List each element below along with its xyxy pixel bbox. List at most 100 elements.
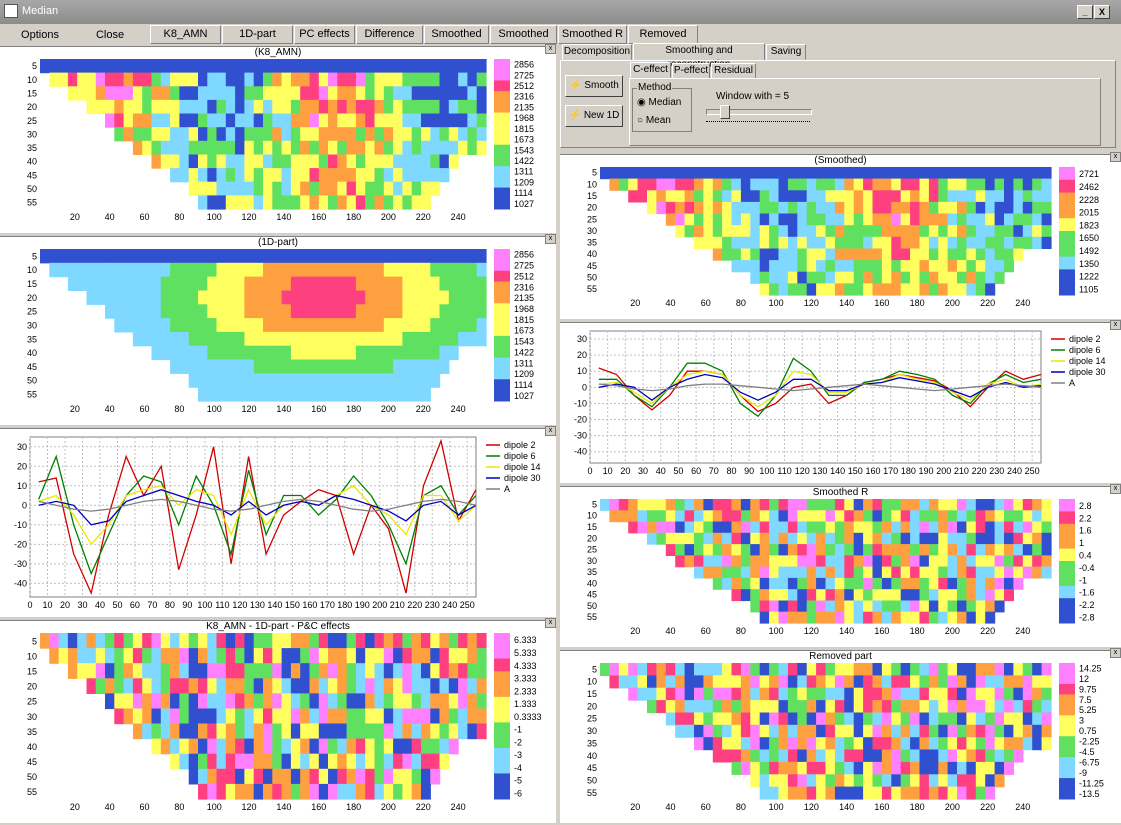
heat-cell	[806, 749, 817, 763]
heat-cell	[703, 712, 714, 726]
menu-close[interactable]: Close	[95, 29, 125, 41]
tab-k8-amn[interactable]: K8_AMN	[150, 25, 221, 44]
heat-cell	[994, 532, 1005, 545]
heat-cell	[77, 262, 88, 278]
heat-cell	[207, 140, 218, 155]
heat-cell	[834, 167, 845, 180]
x-tick: 90	[182, 600, 192, 610]
tab-1d-part[interactable]: 1D-part	[222, 25, 293, 44]
heat-cell	[816, 724, 827, 738]
minimize-icon[interactable]: _	[1077, 5, 1093, 19]
heat-cell	[712, 190, 723, 203]
heat-cell	[225, 99, 236, 115]
y-tick: 40	[27, 157, 37, 167]
heat-cell	[225, 318, 236, 333]
heat-cell	[703, 499, 714, 511]
tab-smoothed-r[interactable]: Smoothed R	[558, 25, 627, 44]
heat-cell	[309, 127, 320, 142]
heat-cell	[872, 749, 883, 763]
heat-cell	[374, 181, 385, 196]
heat-cell	[938, 724, 949, 738]
close-icon[interactable]: x	[1110, 484, 1121, 494]
radio-mean[interactable]: ○ Mean	[637, 115, 671, 126]
heat-cell	[928, 555, 939, 568]
tab-c-effect[interactable]: C-effect	[630, 62, 671, 78]
heat-cell	[1041, 712, 1052, 726]
heat-cell	[244, 59, 255, 74]
heat-cell	[439, 249, 450, 264]
tab-smoothed[interactable]: Smoothed	[424, 25, 489, 44]
y-tick: 20	[587, 203, 597, 213]
heat-cell	[216, 59, 227, 74]
menu-options[interactable]: Options	[21, 29, 59, 41]
heat-cell	[411, 648, 422, 664]
heat-cell	[872, 499, 883, 511]
heat-cell	[365, 113, 376, 128]
heat-cell	[1013, 236, 1024, 249]
heat-cell	[300, 783, 311, 800]
close-icon[interactable]: X	[1094, 5, 1110, 19]
scale-swatch	[494, 91, 510, 103]
tab-saving[interactable]: Saving	[766, 44, 806, 60]
heat-cell	[891, 600, 902, 613]
heat-cell	[151, 249, 162, 264]
tab-removed-part[interactable]: Removed part	[628, 25, 698, 57]
heat-cell	[797, 521, 808, 534]
smooth-button[interactable]: ⚡ Smooth	[565, 75, 623, 97]
close-icon[interactable]: x	[545, 426, 556, 436]
tab-smoothing[interactable]: Smoothing and reconstruction	[633, 43, 765, 70]
series-line-dipole-30	[38, 489, 477, 526]
heat-cell	[712, 544, 723, 556]
method-group: Method ◉ Median ○ Mean	[632, 82, 692, 132]
tab-difference[interactable]: Difference	[356, 25, 423, 44]
heat-cell	[863, 532, 874, 545]
tab-residual[interactable]: Residual	[711, 63, 756, 79]
heat-cell	[346, 753, 357, 770]
heat-cell	[439, 113, 450, 128]
close-icon[interactable]: x	[545, 618, 556, 628]
heat-cell	[919, 167, 930, 180]
heat-cell	[318, 768, 329, 785]
heat-cell	[834, 786, 845, 800]
heat-cell	[957, 577, 967, 590]
heat-cell	[281, 249, 292, 264]
heat-cell	[797, 510, 808, 523]
heat-cell	[975, 190, 986, 203]
tab-p-effect[interactable]: P-effect	[672, 63, 710, 79]
close-icon[interactable]: x	[545, 44, 556, 54]
x-tick: 240	[1015, 626, 1030, 636]
heat-cell	[402, 140, 413, 155]
heat-cell	[142, 648, 153, 664]
heat-cell	[797, 248, 808, 261]
close-icon[interactable]: x	[1110, 152, 1121, 162]
heat-cell	[300, 290, 311, 305]
scale-swatch	[494, 249, 510, 261]
heat-cell	[863, 236, 874, 249]
c-effect-panel: Method ◉ Median ○ Mean Window with = 5	[629, 78, 1101, 146]
heat-cell	[994, 712, 1005, 726]
heat-cell	[290, 99, 301, 115]
y-tick: 20	[577, 350, 587, 360]
slider-thumb[interactable]	[720, 105, 730, 119]
heat-cell	[759, 510, 770, 523]
heat-cell	[1022, 225, 1033, 238]
window-width-slider[interactable]	[706, 109, 812, 115]
heat-cell	[198, 693, 208, 710]
close-icon[interactable]: x	[545, 234, 556, 244]
heat-cell	[966, 737, 977, 751]
heat-cell	[355, 738, 366, 755]
heat-cell	[476, 140, 487, 155]
heat-cell	[759, 271, 770, 284]
new1d-button[interactable]: ⚡ New 1D	[565, 105, 623, 127]
heat-cell	[947, 555, 958, 568]
heat-cell	[759, 190, 770, 203]
legend-label: A	[504, 484, 510, 494]
scale-label: -11.25	[1079, 778, 1104, 788]
heat-cell	[421, 72, 431, 87]
tab-decomposition[interactable]: Decomposition	[562, 44, 632, 60]
radio-median[interactable]: ◉ Median	[637, 97, 681, 108]
tab-pc-effects[interactable]: PC effects	[294, 25, 355, 44]
heat-cell	[318, 678, 329, 694]
close-icon[interactable]: x	[1110, 648, 1121, 658]
tab-smoothed-pc[interactable]: Smoothed PC	[490, 25, 557, 57]
